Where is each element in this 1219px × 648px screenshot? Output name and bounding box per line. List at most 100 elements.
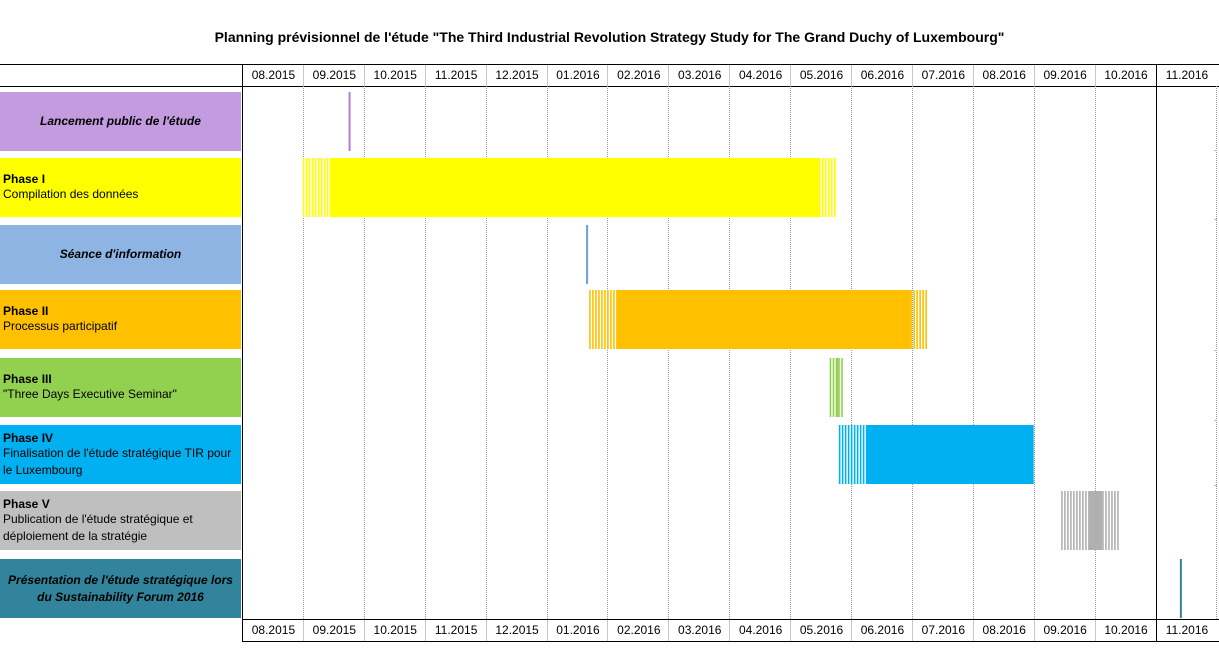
phase-bar-fade <box>856 425 859 484</box>
row-label: Phase III "Three Days Executive Seminar" <box>0 358 241 417</box>
phase-bar-fade <box>314 158 317 217</box>
phase-bar-fade <box>862 425 865 484</box>
row-label: Phase IV Finalisation de l'étude stratégi… <box>0 425 241 484</box>
phase-bar-fade <box>835 358 838 417</box>
phase-name: Phase III <box>3 372 52 386</box>
phase-name: Phase II <box>3 304 49 318</box>
phase-bar-fade <box>1102 491 1104 550</box>
month-label: 09.2016 <box>1033 65 1096 86</box>
month-gridline <box>546 86 548 619</box>
month-label: 05.2016 <box>790 65 852 86</box>
month-label: 05.2016 <box>790 620 852 641</box>
phase-bar-fade <box>925 290 927 349</box>
month-gridline <box>911 86 913 619</box>
month-label: 09.2015 <box>302 65 365 86</box>
phase-bar-fade <box>922 290 924 349</box>
phase-description: Présentation de l'étude stratégique lors… <box>8 572 233 604</box>
month-gridline <box>851 86 852 619</box>
month-label: 04.2016 <box>729 65 791 86</box>
month-label: 08.2015 <box>242 620 304 641</box>
month-gridline <box>607 86 609 619</box>
phase-bar-fade <box>1073 491 1075 550</box>
phase-bar-fade <box>1105 491 1107 550</box>
phase-bar-fade <box>821 158 824 217</box>
phase-bar <box>1089 491 1103 550</box>
month-label: 09.2015 <box>302 620 365 641</box>
phase-bar-fade <box>832 358 835 417</box>
month-label: 08.2016 <box>972 620 1035 641</box>
phase-description: Séance d'information <box>59 247 182 261</box>
month-label: 01.2016 <box>546 620 609 641</box>
month-gridline <box>668 86 670 619</box>
phase-bar-fade <box>841 358 843 417</box>
edge-mark <box>1214 350 1217 351</box>
phase-bar-fade <box>589 290 591 349</box>
month-label: 12.2015 <box>485 65 548 86</box>
month-label: 06.2016 <box>851 620 913 641</box>
phase-bar-fade <box>824 158 827 217</box>
month-label: 07.2016 <box>911 620 974 641</box>
phase-bar-fade <box>308 158 311 217</box>
row-label: Phase II Processus participatif <box>0 290 241 349</box>
phase-bar-fade <box>1082 491 1084 550</box>
phase-description: Compilation des données <box>3 187 139 201</box>
month-label: 06.2016 <box>851 65 913 86</box>
month-label: 04.2016 <box>729 620 791 641</box>
month-label: 02.2016 <box>607 65 669 86</box>
row-label: Présentation de l'étude stratégique lors… <box>0 559 241 618</box>
month-label: 09.2016 <box>1033 620 1096 641</box>
phase-bar-fade <box>1117 491 1119 550</box>
phase-bar <box>617 290 911 349</box>
phase-bar-fade <box>598 290 600 349</box>
phase-description: Finalisation de l'étude stratégique TIR … <box>3 445 232 477</box>
month-label: 03.2016 <box>668 65 730 86</box>
phase-name: Phase I <box>3 172 46 186</box>
month-label: 10.2016 <box>1094 65 1157 86</box>
phase-bar-fade <box>844 425 847 484</box>
phase-bar-fade <box>919 290 921 349</box>
phase-bar-fade <box>830 158 833 217</box>
edge-mark <box>1214 150 1217 151</box>
phase-bar <box>330 158 819 217</box>
phase-description: Processus participatif <box>3 319 118 333</box>
month-label: 10.2015 <box>363 620 426 641</box>
phase-bar-fade <box>847 425 850 484</box>
month-label: 07.2016 <box>911 65 974 86</box>
month-header-top: 08.2015 09.2015 10.2015 11.2015 12.2015 01.20… <box>0 64 1219 87</box>
phase-bar-fade <box>1079 491 1081 550</box>
month-label: 12.2015 <box>485 620 548 641</box>
phase-bar-fade <box>326 158 329 217</box>
phase-bar-fade <box>1076 491 1078 550</box>
phase-bar-fade <box>913 290 915 349</box>
phase-bar-fade <box>1111 491 1113 550</box>
month-label: 10.2015 <box>363 65 426 86</box>
month-gridline <box>1033 86 1035 619</box>
month-label: 08.2015 <box>242 65 304 86</box>
phase-bar <box>866 425 1034 484</box>
row-label: Lancement public de l'étude <box>0 92 241 151</box>
phase-bar-fade <box>323 158 326 217</box>
phase-bar-fade <box>305 158 308 217</box>
month-gridline <box>424 86 426 619</box>
month-gridline <box>1094 86 1096 619</box>
month-label: 10.2016 <box>1094 620 1157 641</box>
phase-bar-fade <box>827 158 830 217</box>
month-label: 08.2016 <box>972 65 1035 86</box>
phase-bar-fade <box>1067 491 1069 550</box>
month-gridline <box>485 86 487 619</box>
row-label: Séance d'information <box>0 225 241 284</box>
month-label: 11.2016 <box>1155 620 1218 641</box>
month-label: 03.2016 <box>668 620 730 641</box>
month-gridline <box>302 86 304 619</box>
edge-mark <box>1214 219 1217 220</box>
milestone-marker <box>348 92 351 151</box>
phase-description: Lancement public de l'étude <box>40 114 201 128</box>
phase-bar-fade <box>317 158 320 217</box>
month-label: 01.2016 <box>546 65 609 86</box>
milestone-marker <box>586 225 589 284</box>
month-gridline <box>972 86 974 619</box>
phase-bar-fade <box>865 425 868 484</box>
month-gridline <box>242 86 243 619</box>
month-label: 11.2015 <box>424 65 487 86</box>
phase-bar-fade <box>604 290 606 349</box>
